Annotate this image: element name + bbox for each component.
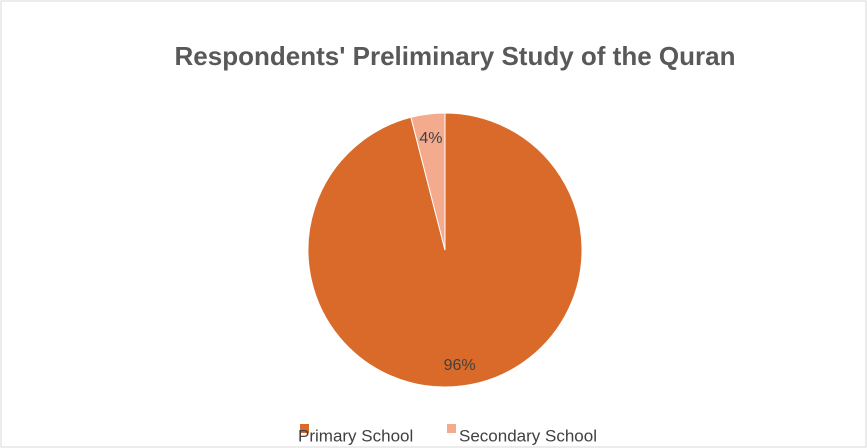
- data-label: 96%: [444, 357, 476, 374]
- legend-swatch: [300, 424, 309, 433]
- chart-title: Respondents' Preliminary Study of the Qu…: [175, 41, 736, 71]
- pie-slice: [410, 112, 446, 251]
- legend-label: Primary School: [298, 426, 413, 445]
- legend-swatch: [447, 424, 456, 433]
- data-label: 4%: [419, 130, 442, 147]
- legend-label: Secondary School: [459, 426, 597, 445]
